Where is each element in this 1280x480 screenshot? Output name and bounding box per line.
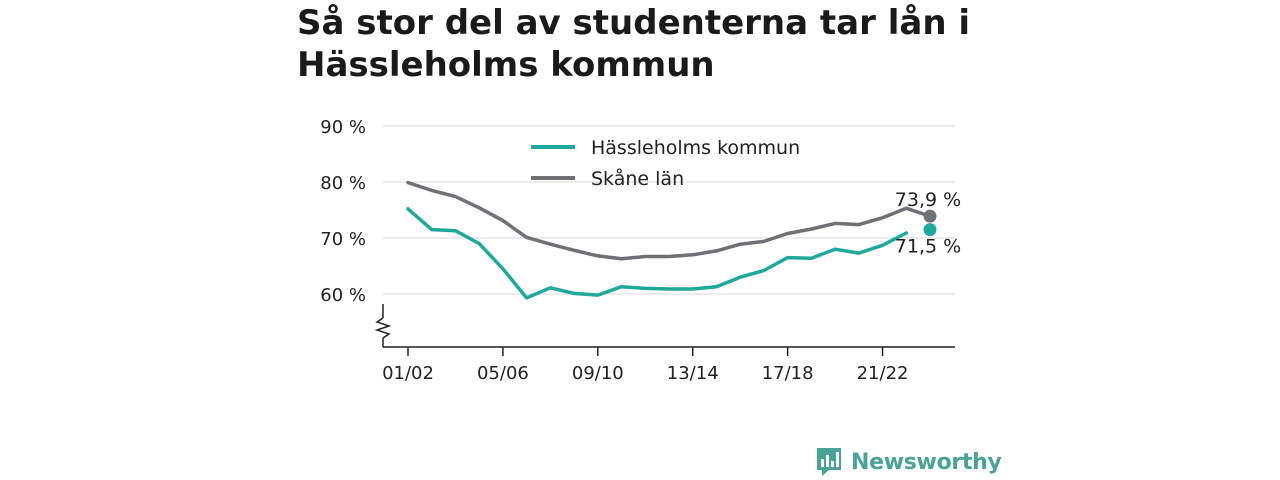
series-line [406, 207, 909, 300]
newsworthy-logo: Newsworthy [815, 446, 1002, 478]
legend: Hässleholms kommun Skåne län [531, 137, 800, 190]
x-tick-label: 09/10 [572, 363, 624, 384]
grid-lines [383, 125, 955, 295]
end-point-marker [923, 209, 937, 223]
end-labels: 73,9 % 71,5 % [895, 189, 961, 257]
y-tick-label: 70 % [320, 229, 366, 250]
y-tick-label: 80 % [320, 173, 366, 194]
axis-break-icon [374, 317, 392, 339]
end-point-marker [923, 223, 937, 237]
x-tick-label: 05/06 [477, 363, 529, 384]
brand-name: Newsworthy [851, 449, 1002, 475]
legend-label: Skåne län [591, 167, 684, 190]
bar-chart-speech-bubble-icon [817, 448, 841, 476]
axes: 60 % 70 % 80 % 90 % 01/02 05/06 09/10 13/14 17/1… [320, 117, 955, 384]
x-tick-label: 21/22 [857, 363, 909, 384]
x-tick-label: 17/18 [762, 363, 814, 384]
y-tick-label: 90 % [320, 117, 366, 138]
end-label: 73,9 % [895, 189, 961, 211]
x-tick-label: 13/14 [667, 363, 719, 384]
chart-title: Så stor del av studenterna tar lån i Häs… [297, 3, 971, 85]
series-line [406, 180, 932, 261]
legend-label: Hässleholms kommun [591, 137, 800, 159]
y-tick-label: 60 % [320, 285, 366, 306]
x-tick-label: 01/02 [382, 363, 434, 384]
series-lines [406, 180, 937, 300]
end-label: 71,5 % [895, 236, 961, 258]
